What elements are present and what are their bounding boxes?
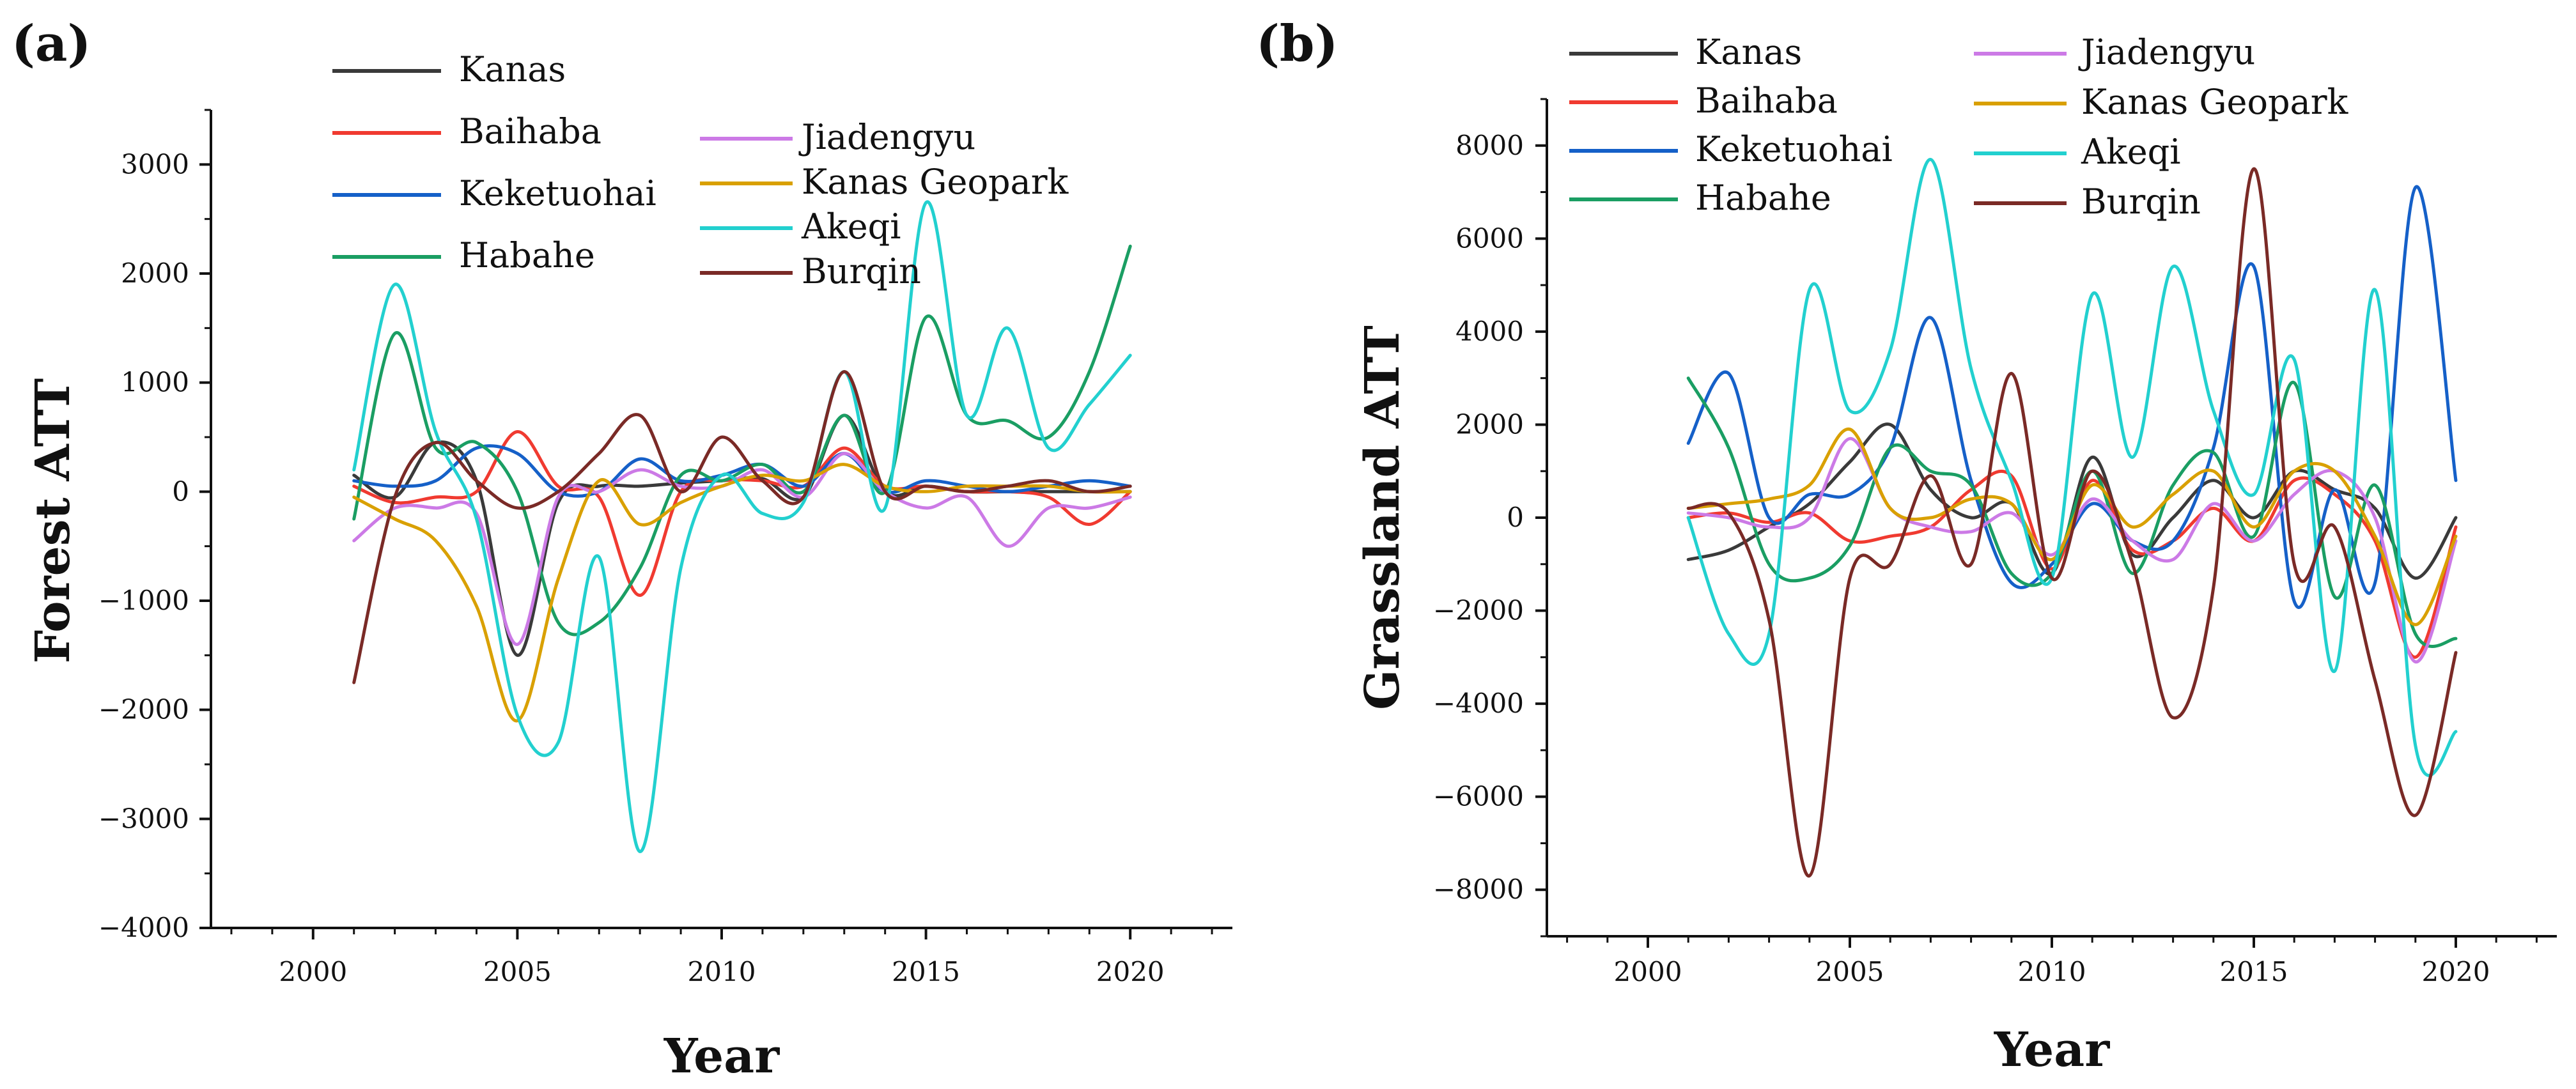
- legend-item-habahe: Habahe: [1569, 178, 1831, 218]
- legend-label: Burqin: [802, 251, 921, 291]
- panel-a-ytick-label: −3000: [98, 803, 189, 834]
- legend-label: Keketuohai: [459, 173, 656, 213]
- panel-b-ytick-label: 2000: [1455, 408, 1524, 440]
- panel-b-xtick-label: 2015: [2220, 956, 2288, 987]
- panel-b-ytick-label: 6000: [1455, 222, 1524, 254]
- legend-item-jiadengyu: Jiadengyu: [1974, 32, 2255, 72]
- legend-item-burqin: Burqin: [700, 251, 921, 291]
- legend-item-akeqi: Akeqi: [700, 206, 901, 247]
- panel-a-ytick-label: −4000: [98, 912, 189, 943]
- panel-a-x-axis-title: Year: [663, 1029, 780, 1084]
- legend-item-habahe: Habahe: [332, 235, 595, 275]
- panel-a-ticks: −4000 −3000 −2000 −1000 0 1000 2000 3000 2000 200…: [98, 109, 1213, 987]
- panel-a-series-jiadengyu: [352, 452, 1132, 646]
- panel-b-x-axis-title: Year: [1994, 1023, 2110, 1077]
- legend-item-keketuohai: Keketuohai: [1569, 129, 1893, 169]
- panel-b-xtick-label: 2005: [1816, 956, 1884, 987]
- panel-a-xtick-label: 2015: [892, 956, 960, 987]
- panel-a-xtick-label: 2005: [483, 956, 552, 987]
- legend-label: Burqin: [2081, 182, 2201, 222]
- panel-b-ytick-label: 4000: [1455, 316, 1524, 347]
- panel-b-ticks: −8000 −6000 −4000 −2000 0 2000 4000 6000 8000 200…: [1433, 98, 2538, 987]
- legend-label: Habahe: [1695, 178, 1831, 218]
- panel-a-series-burqin: [352, 370, 1132, 684]
- legend-label: Jiadengyu: [798, 117, 975, 157]
- panel-a-xtick-label: 2010: [688, 956, 756, 987]
- panel-a-series-kanas-geopark: [352, 463, 1132, 723]
- legend-label: Baihaba: [1695, 81, 1838, 121]
- panel-b-series-akeqi: [1686, 158, 2458, 777]
- panel-b-y-axis-title: Grassland ATT: [1355, 325, 1410, 710]
- legend-label: Jiadengyu: [2078, 32, 2255, 72]
- legend-item-baihaba: Baihaba: [1569, 81, 1838, 121]
- legend-item-kanas-geopark: Kanas Geopark: [1974, 82, 2349, 122]
- panel-a-ytick-label: −2000: [98, 694, 189, 725]
- panel-a-ytick-label: 1000: [121, 367, 189, 398]
- panel-b-series-kanas: [1686, 422, 2458, 580]
- legend-item-kanas: Kanas: [332, 49, 566, 89]
- legend-item-jiadengyu: Jiadengyu: [700, 117, 975, 157]
- legend-item-burqin: Burqin: [1974, 182, 2201, 222]
- legend-label: Baihaba: [459, 111, 601, 151]
- panel-a-forest: (a) −4000 −3000 −2000 −1000 0 1000 2000 3000 200…: [12, 15, 1232, 1084]
- panel-b-ytick-label: −4000: [1433, 688, 1524, 719]
- legend-label: Kanas: [459, 49, 566, 89]
- panel-a-ytick-label: 2000: [121, 258, 189, 289]
- legend-label: Akeqi: [801, 206, 901, 247]
- legend-item-kanas: Kanas: [1569, 32, 1802, 72]
- panel-b-xtick-label: 2020: [2422, 956, 2490, 987]
- panel-b-series-keketuohai: [1686, 185, 2458, 609]
- panel-b-ytick-label: −6000: [1433, 781, 1524, 812]
- panel-a-xtick-label: 2000: [279, 956, 347, 987]
- panel-b-legend: Kanas Baihaba Keketuohai Habahe Jiadengyu Kan…: [1569, 32, 2349, 222]
- panel-b-series-layer: [1686, 158, 2458, 877]
- legend-label: Kanas Geopark: [2081, 82, 2349, 122]
- legend-label: Akeqi: [2081, 132, 2181, 172]
- panel-b-grassland: (b) −8000 −6000 −4000 −2000 0 2000 4000 6000 800…: [1256, 15, 2557, 1077]
- panel-b-ytick-label: −2000: [1433, 595, 1524, 626]
- panel-b-series-jiadengyu: [1686, 436, 2458, 664]
- panel-a-ytick-label: 3000: [121, 148, 189, 180]
- panel-b-series-baihaba: [1686, 470, 2458, 659]
- legend-item-keketuohai: Keketuohai: [332, 173, 656, 213]
- panel-a-ytick-label: 0: [172, 475, 189, 507]
- panel-a-label: (a): [12, 15, 91, 73]
- panel-a-series-layer: [352, 200, 1132, 854]
- legend-label: Habahe: [459, 235, 595, 275]
- legend-label: Keketuohai: [1695, 129, 1893, 169]
- panel-b-ytick-label: 0: [1507, 502, 1524, 533]
- panel-a-series-akeqi: [352, 200, 1132, 854]
- panel-b-ytick-label: −8000: [1433, 874, 1524, 905]
- legend-item-kanas-geopark: Kanas Geopark: [700, 162, 1069, 202]
- legend-item-akeqi: Akeqi: [1974, 132, 2181, 172]
- legend-label: Kanas Geopark: [802, 162, 1069, 202]
- panel-b-label: (b): [1256, 15, 1338, 73]
- panel-b-xtick-label: 2000: [1614, 956, 1682, 987]
- panel-b-series-kanas-geopark: [1686, 428, 2458, 626]
- panel-b-ytick-label: 8000: [1455, 130, 1524, 161]
- legend-item-baihaba: Baihaba: [332, 111, 601, 151]
- panel-b-series-burqin: [1686, 167, 2458, 877]
- legend-label: Kanas: [1695, 32, 1802, 72]
- panel-a-y-axis-title: Forest ATT: [26, 378, 81, 663]
- panel-a-legend: Kanas Baihaba Keketuohai Habahe Jiadengyu Kan…: [332, 49, 1069, 291]
- panel-a-xtick-label: 2020: [1096, 956, 1165, 987]
- panel-a-series-habahe: [352, 244, 1132, 637]
- panel-b-xtick-label: 2010: [2018, 956, 2086, 987]
- panel-a-ytick-label: −1000: [98, 585, 189, 616]
